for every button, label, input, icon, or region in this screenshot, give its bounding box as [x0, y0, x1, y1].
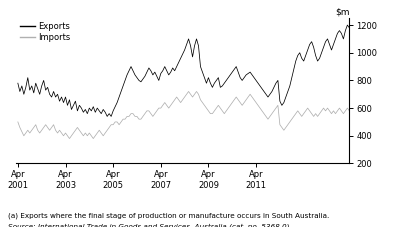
- Text: $m: $m: [335, 8, 349, 17]
- Legend: Exports, Imports: Exports, Imports: [20, 22, 71, 42]
- Text: Source: International Trade in Goods and Services, Australia (cat. no. 5368.0): Source: International Trade in Goods and…: [8, 223, 289, 227]
- Text: (a) Exports where the final stage of production or manufacture occurs in South A: (a) Exports where the final stage of pro…: [8, 212, 329, 219]
